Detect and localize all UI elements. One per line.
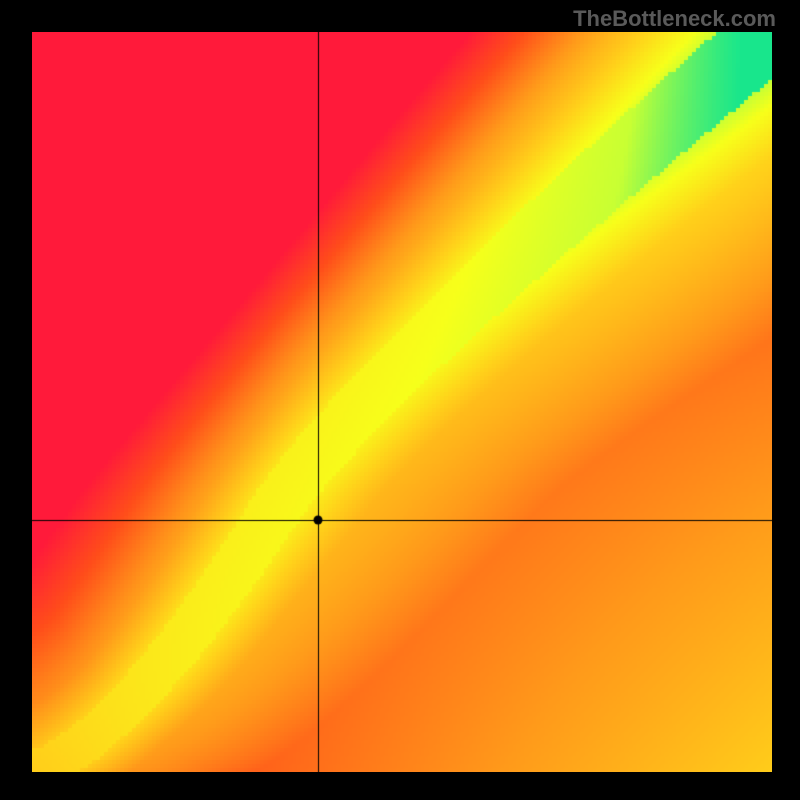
watermark-label: TheBottleneck.com	[573, 6, 776, 32]
heatmap-canvas	[32, 32, 772, 772]
